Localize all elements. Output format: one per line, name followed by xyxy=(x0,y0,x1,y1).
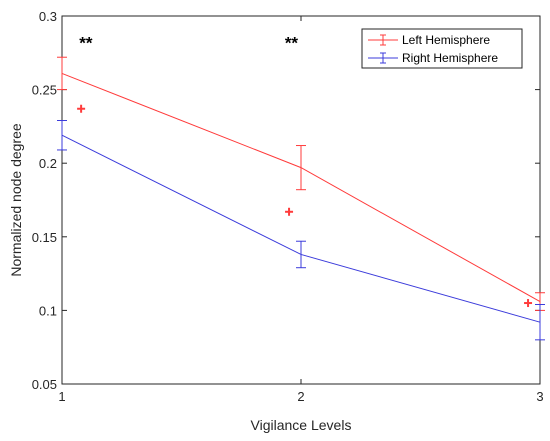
y-tick-label: 0.25 xyxy=(32,83,57,98)
legend-label-right: Right Hemisphere xyxy=(402,51,498,65)
y-tick-label: 0.05 xyxy=(32,377,57,392)
y-axis-label: Normalized node degree xyxy=(8,123,24,277)
x-axis-label: Vigilance Levels xyxy=(251,417,352,433)
y-tick-label: 0.1 xyxy=(39,303,57,318)
legend-box xyxy=(361,28,523,69)
y-tick-label: 0.15 xyxy=(32,230,57,245)
series-layer xyxy=(57,56,545,341)
x-tick-label: 3 xyxy=(536,389,543,404)
legend-label-left: Left Hemisphere xyxy=(402,33,490,47)
series-right xyxy=(57,120,545,341)
annotation-layer: ** ** xyxy=(79,33,298,52)
significance-label: ** xyxy=(285,33,299,52)
y-tick-label: 0.3 xyxy=(39,9,57,24)
legend-entry-left: Left Hemisphere xyxy=(368,33,490,47)
plot-area xyxy=(61,15,541,385)
significance-label: ** xyxy=(79,33,93,52)
x-tick-label: 1 xyxy=(58,389,65,404)
x-tick-label: 2 xyxy=(297,389,304,404)
legend-entry-right: Right Hemisphere xyxy=(368,51,498,65)
y-tick-label: 0.2 xyxy=(39,156,57,171)
axis-ticks: 0.05 0.1 0.15 0.2 0.25 0.3 1 2 3 xyxy=(32,9,544,404)
legend: Left Hemisphere Right Hemisphere xyxy=(361,28,523,69)
series-left xyxy=(57,56,545,311)
